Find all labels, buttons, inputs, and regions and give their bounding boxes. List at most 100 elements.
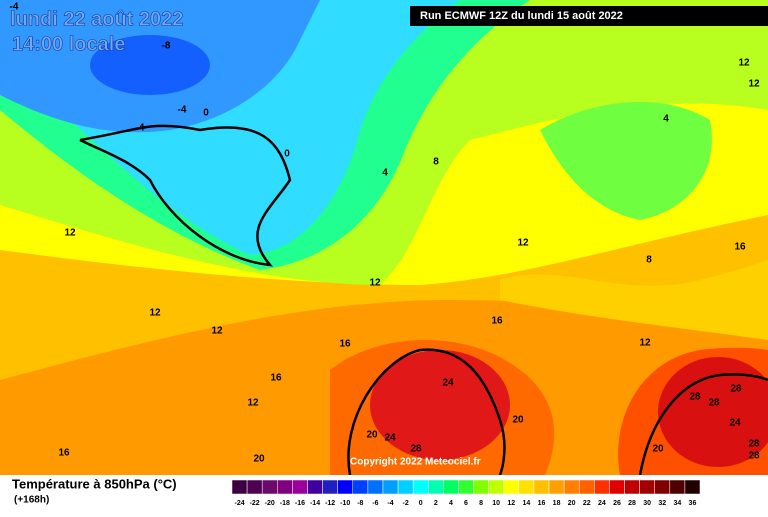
colorbar-label: 36 bbox=[689, 500, 697, 507]
contour-label: 20 bbox=[366, 430, 378, 441]
colorbar-label: 6 bbox=[464, 500, 468, 507]
colorbar-swatch bbox=[488, 479, 504, 495]
contour-label: 16 bbox=[491, 316, 503, 327]
colorbar-swatch bbox=[624, 479, 640, 495]
colorbar-swatch bbox=[669, 479, 686, 495]
colorbar-label: -22 bbox=[250, 500, 260, 507]
contour-label: 16 bbox=[734, 242, 746, 253]
colorbar-label: -14 bbox=[310, 500, 320, 507]
contour-label: 28 bbox=[410, 444, 422, 455]
lead-time: (+168h) bbox=[14, 495, 49, 506]
colorbar-label: -4 bbox=[387, 500, 393, 507]
colorbar-label: -24 bbox=[234, 500, 244, 507]
contour-label: 8 bbox=[646, 255, 652, 266]
colorbar-label: 0 bbox=[419, 500, 423, 507]
green-zone bbox=[540, 101, 712, 220]
colorbar-label: 20 bbox=[568, 500, 576, 507]
colorbar-label: 4 bbox=[449, 500, 453, 507]
contour-label: 12 bbox=[738, 58, 750, 69]
contour-label: 12 bbox=[369, 278, 381, 289]
isotherm bbox=[347, 348, 506, 476]
contour-label: 28 bbox=[730, 384, 742, 395]
colorbar-label: 14 bbox=[522, 500, 530, 507]
colorbar-swatch bbox=[367, 479, 384, 495]
colorbar-swatch bbox=[458, 479, 474, 495]
contour-label: 24 bbox=[442, 378, 454, 389]
colorbar-swatch bbox=[337, 479, 354, 495]
contour-label: 0 bbox=[284, 149, 290, 160]
contour-label: 4 bbox=[382, 168, 388, 179]
hot-core bbox=[658, 357, 768, 467]
contour-label: 16 bbox=[339, 339, 351, 350]
colorbar-swatch bbox=[412, 479, 429, 495]
contour-label: 12 bbox=[149, 308, 161, 319]
contour-label: 12 bbox=[64, 228, 76, 239]
contour-label: 12 bbox=[247, 398, 259, 409]
isotherm bbox=[79, 124, 292, 267]
colorbar-swatch bbox=[352, 479, 369, 495]
contour-label: 28 bbox=[748, 451, 760, 462]
colorbar-label: 12 bbox=[507, 500, 515, 507]
colorbar-swatch bbox=[307, 479, 323, 495]
colorbar-swatch bbox=[518, 479, 535, 495]
colorbar-swatch bbox=[654, 479, 671, 495]
colorbar-label: 32 bbox=[658, 500, 666, 507]
contour-label: 8 bbox=[433, 157, 439, 168]
contour-label: 12 bbox=[639, 338, 651, 349]
colorbar-swatch bbox=[473, 479, 489, 495]
colorbar-swatch bbox=[292, 479, 308, 495]
colorbar-swatch bbox=[684, 479, 701, 495]
contour-label: 20 bbox=[253, 454, 265, 465]
contour-label: 28 bbox=[689, 392, 701, 403]
colorbar-swatch bbox=[563, 479, 580, 495]
colorbar-label: 28 bbox=[628, 500, 636, 507]
colorbar-label: 22 bbox=[583, 500, 591, 507]
contour-label: 12 bbox=[517, 238, 529, 249]
contour-labels: -4 -8 -4 0 -4 0 4 8 4 12 12 12 12 16 8 12 12 12 16 16 12 16 24… bbox=[10, 2, 760, 465]
colorbar-swatch bbox=[578, 479, 595, 495]
contour-label: -8 bbox=[162, 41, 171, 52]
colorbar-label: -10 bbox=[340, 500, 350, 507]
contour-label: 12 bbox=[211, 326, 223, 337]
contour-label: 28 bbox=[748, 439, 760, 450]
colorbar-swatch bbox=[443, 479, 459, 495]
colorbar-swatch bbox=[503, 479, 520, 495]
cold-core bbox=[90, 35, 210, 95]
colorbar: -24 -22 -20 -18 -16 -14 -12 -10 -8 -6 -4 -2 0 2 4 6 8 10 1… bbox=[231, 479, 701, 507]
colorbar-swatch bbox=[428, 479, 444, 495]
colorbar-swatch bbox=[609, 479, 625, 495]
colorbar-label: -2 bbox=[402, 500, 408, 507]
colorbar-label: -6 bbox=[372, 500, 378, 507]
colorbar-swatch bbox=[533, 479, 550, 495]
map-title: lundi 22 août 2022 bbox=[10, 8, 183, 30]
colorbar-label: 24 bbox=[598, 500, 606, 507]
isotherm bbox=[638, 373, 768, 476]
contour-label: 20 bbox=[652, 444, 664, 455]
contour-label: 24 bbox=[384, 433, 396, 444]
map-subtitle: 14:00 locale bbox=[12, 33, 125, 55]
colorbar-label: -18 bbox=[280, 500, 290, 507]
copyright: Copyright 2022 Meteociel.fr bbox=[350, 457, 481, 468]
colorbar-label: -16 bbox=[295, 500, 305, 507]
colorbar-label: 16 bbox=[538, 500, 546, 507]
run-info: Run ECMWF 12Z du lundi 15 août 2022 bbox=[420, 10, 623, 22]
contour-label: 4 bbox=[663, 114, 669, 125]
colorbar-label: 34 bbox=[673, 500, 681, 507]
contour-label: 0 bbox=[203, 108, 209, 119]
colorbar-swatch bbox=[548, 479, 565, 495]
contour-label: 24 bbox=[729, 418, 741, 429]
contour-label: 12 bbox=[748, 79, 760, 90]
hot-core bbox=[370, 350, 510, 460]
yellow-zone bbox=[500, 260, 768, 340]
colorbar-swatch bbox=[231, 479, 248, 495]
colorbar-swatch bbox=[322, 479, 338, 495]
colorbar-label: -12 bbox=[325, 500, 335, 507]
contour-label: -4 bbox=[10, 2, 19, 13]
colorbar-label: 26 bbox=[613, 500, 621, 507]
colorbar-label: 8 bbox=[479, 500, 483, 507]
contour-label: 28 bbox=[708, 398, 720, 409]
contour-label: 16 bbox=[270, 373, 282, 384]
colorbar-label: -8 bbox=[357, 500, 363, 507]
